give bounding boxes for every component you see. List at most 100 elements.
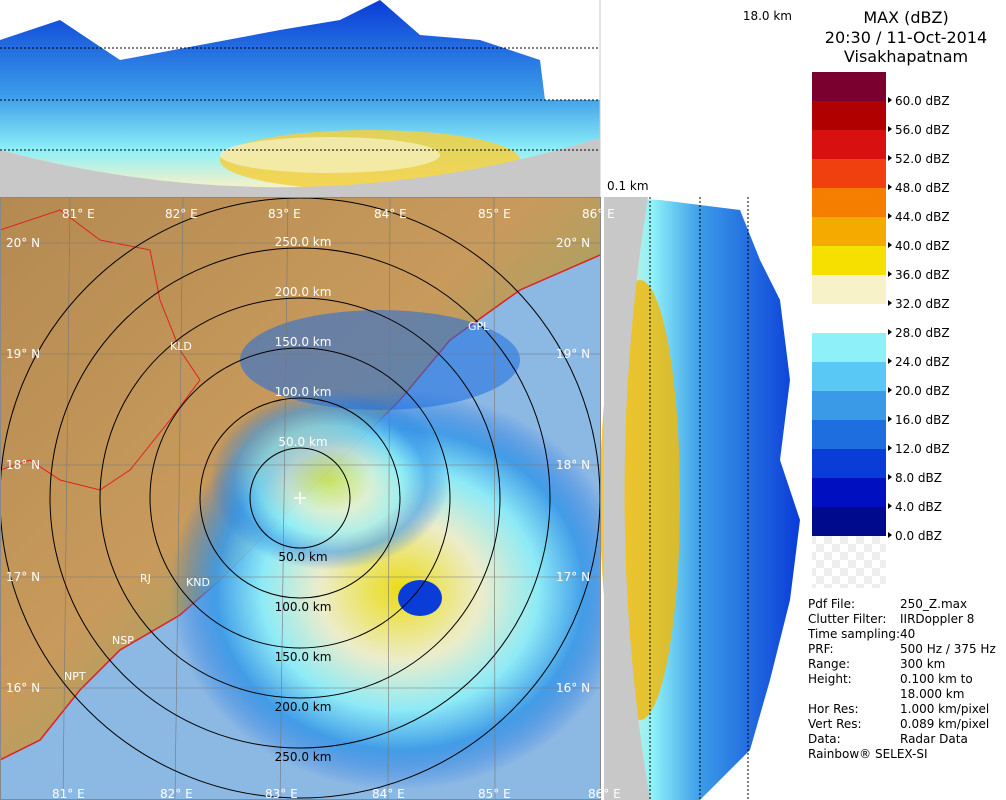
lon-label: 82° E (165, 207, 198, 221)
range-label: 100.0 km (275, 600, 332, 614)
place-label: NPT (64, 670, 86, 683)
scale-band (812, 333, 886, 362)
scale-band (812, 130, 886, 159)
info-row: Data: Radar Data (808, 732, 1004, 747)
lat-label: 17° N (556, 570, 590, 584)
lat-label: 16° N (556, 681, 590, 695)
info-value: 300 km (900, 657, 946, 671)
info-value: Radar Data (900, 732, 968, 746)
product-title: MAX (dBZ) (863, 8, 949, 27)
lon-label: 86° E (582, 207, 615, 221)
info-key: Height: (808, 672, 852, 686)
lat-label: 20° N (6, 236, 40, 250)
scale-label: 28.0 dBZ (895, 326, 950, 340)
scale-tick (888, 155, 892, 161)
scale-label: 36.0 dBZ (895, 268, 950, 282)
scale-band (812, 391, 886, 420)
scale-band (812, 275, 886, 304)
info-key: Vert Res: (808, 717, 862, 731)
scale-band (812, 304, 886, 333)
scale-tick (888, 184, 892, 190)
scale-tick (888, 242, 892, 248)
range-label: 250.0 km (275, 750, 332, 764)
scale-tick (888, 300, 892, 306)
lon-label: 86° E (588, 787, 621, 800)
lon-label: 85° E (478, 207, 511, 221)
info-row: Clutter Filter: IIRDoppler 8 (808, 612, 1004, 627)
lat-label: 16° N (6, 681, 40, 695)
scale-band (812, 362, 886, 391)
info-row: PRF: 500 Hz / 375 Hz (808, 642, 1004, 657)
scale-tick (888, 271, 892, 277)
lat-label: 19° N (6, 347, 40, 361)
info-key: Range: (808, 657, 851, 671)
range-label: 50.0 km (278, 435, 327, 449)
scale-band (812, 507, 886, 536)
info-value: 0.100 km to 18.000 km (900, 672, 973, 701)
info-row: Time sampling:40 (808, 627, 1004, 642)
info-key: Time sampling:40 (808, 627, 916, 641)
place-label: GPL (468, 320, 490, 333)
info-key: Clutter Filter: (808, 612, 887, 626)
scale-label: 32.0 dBZ (895, 297, 950, 311)
place-label: RJ (140, 572, 151, 585)
scale-label: 52.0 dBZ (895, 152, 950, 166)
lon-label: 83° E (268, 207, 301, 221)
scale-label: 44.0 dBZ (895, 210, 950, 224)
scale-label: 60.0 dBZ (895, 94, 950, 108)
scale-label: 56.0 dBZ (895, 123, 950, 137)
range-label: 250.0 km (275, 235, 332, 249)
lon-label: 82° E (160, 787, 193, 800)
scale-band (812, 188, 886, 217)
scale-band (812, 478, 886, 507)
scale-tick (888, 329, 892, 335)
info-key: PRF: (808, 642, 834, 656)
scale-tick (888, 213, 892, 219)
range-label: 150.0 km (275, 335, 332, 349)
lon-label: 84° E (374, 207, 407, 221)
color-scale: 60.0 dBZ 56.0 dBZ 52.0 dBZ 48.0 dBZ 44.0 dBZ… (812, 72, 950, 543)
scale-label: 4.0 dBZ (895, 500, 942, 514)
lat-label: 18° N (6, 458, 40, 472)
range-label: 100.0 km (275, 385, 332, 399)
place-label: NSP (112, 634, 134, 647)
info-value: 1.000 km/pixel (900, 702, 990, 716)
scale-label: 20.0 dBZ (895, 384, 950, 398)
scale-band (812, 246, 886, 275)
lon-label: 81° E (52, 787, 85, 800)
scale-tick (888, 358, 892, 364)
scale-tick (888, 387, 892, 393)
place-label: KND (186, 576, 210, 589)
scale-band (812, 159, 886, 188)
scale-label: 40.0 dBZ (895, 239, 950, 253)
info-value: 0.089 km/pixel (900, 717, 990, 731)
scale-band (812, 420, 886, 449)
scale-tick (888, 416, 892, 422)
datetime: 20:30 / 11-Oct-2014 (824, 28, 988, 47)
top-section (0, 0, 601, 197)
range-label: 200.0 km (275, 285, 332, 299)
lon-label: 84° E (372, 787, 405, 800)
scale-label: 48.0 dBZ (895, 181, 950, 195)
station: Visakhapatnam (843, 47, 969, 66)
scale-tick (888, 445, 892, 451)
info-row: Height: 0.100 km to 18.000 km (808, 672, 1004, 702)
footer: Rainbow® SELEX-SI (808, 747, 928, 761)
info-row: Hor Res: 1.000 km/pixel (808, 702, 1004, 717)
height-bottom: 0.1 km (607, 179, 649, 193)
scale-band (812, 449, 886, 478)
info-row: Range: 300 km (808, 657, 1004, 672)
info-key: Data: (808, 732, 841, 746)
scale-tick (888, 474, 892, 480)
info-key: Pdf File: (808, 597, 856, 611)
no-data-swatch (812, 536, 886, 588)
lat-label: 19° N (556, 347, 590, 361)
lon-label: 85° E (478, 787, 511, 800)
info-value: 250_Z.max (900, 597, 968, 611)
lat-label: 20° N (556, 236, 590, 250)
info-value: IIRDoppler 8 (900, 612, 975, 626)
lon-label: 83° E (265, 787, 298, 800)
lat-label: 17° N (6, 570, 40, 584)
